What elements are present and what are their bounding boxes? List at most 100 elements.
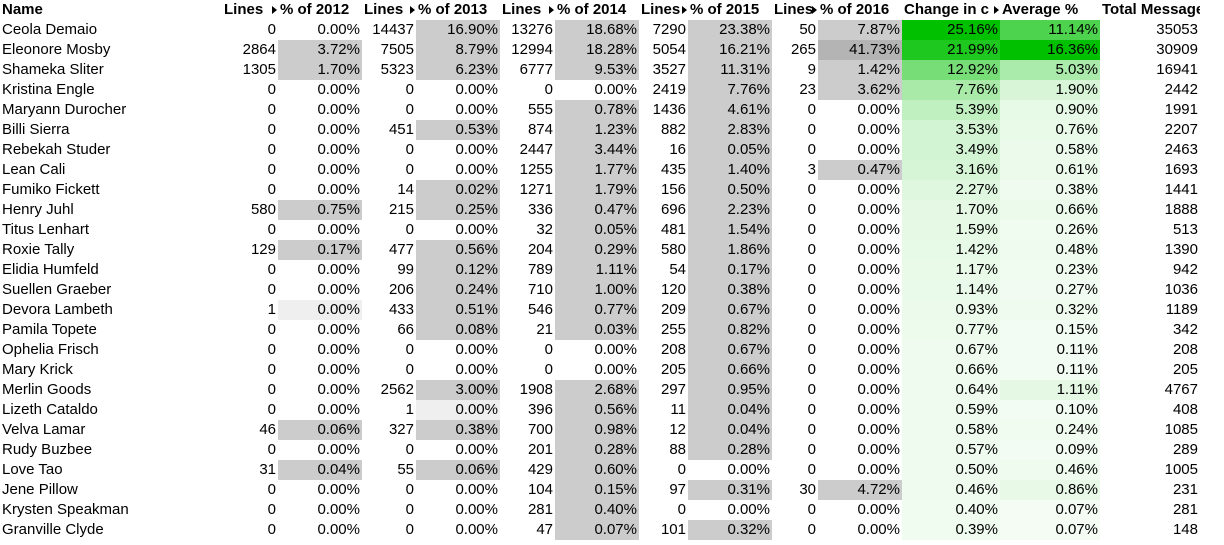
- value-cell: 327: [388, 421, 414, 438]
- value-cell: 97: [669, 481, 686, 498]
- value-cell: 1436: [652, 101, 686, 118]
- value-cell: 1036: [1164, 281, 1198, 298]
- value-cell: 0.00%: [857, 461, 900, 478]
- name-cell: Lean Cali: [2, 161, 66, 178]
- value-cell: 0: [267, 181, 276, 198]
- value-cell: 1693: [1164, 161, 1198, 178]
- value-cell: 0: [677, 461, 686, 478]
- value-cell: 0.50%: [902, 460, 1000, 480]
- value-cell: 1.86%: [688, 240, 772, 260]
- value-cell: 0.00%: [727, 501, 770, 518]
- name-cell: Velva Lamar: [2, 421, 86, 438]
- value-cell: 1.54%: [688, 220, 772, 240]
- value-cell: 0.00%: [317, 81, 360, 98]
- name-cell: Merlin Goods: [2, 381, 92, 398]
- value-cell: 0.00%: [857, 201, 900, 218]
- value-cell: 104: [527, 481, 553, 498]
- value-cell: 0.61%: [1000, 160, 1100, 180]
- value-cell: 0.00%: [455, 221, 498, 238]
- value-cell: 1.00%: [555, 280, 639, 300]
- value-cell: 255: [660, 321, 686, 338]
- value-cell: 0: [267, 21, 276, 38]
- value-cell: 0.93%: [902, 300, 1000, 320]
- value-cell: 1085: [1164, 421, 1198, 438]
- value-cell: 0.60%: [555, 460, 639, 480]
- value-cell: 0.77%: [555, 300, 639, 320]
- value-cell: 1.11%: [1000, 380, 1100, 400]
- value-cell: 0.00%: [317, 281, 360, 298]
- value-cell: 0: [267, 481, 276, 498]
- value-cell: 435: [660, 161, 686, 178]
- value-cell: 0.00%: [857, 421, 900, 438]
- value-cell: 0: [267, 361, 276, 378]
- value-cell: 5323: [380, 61, 414, 78]
- value-cell: 18.68%: [555, 20, 639, 40]
- table-row: Maryann Durocher 0 0.00% 0 0.00% 555 0.78% 1436…: [0, 100, 1200, 120]
- value-cell: 451: [388, 121, 414, 138]
- value-cell: 0.04%: [688, 420, 772, 440]
- name-cell: Billi Sierra: [2, 121, 70, 138]
- value-cell: 0.31%: [688, 480, 772, 500]
- value-cell: 0.25%: [416, 200, 500, 220]
- value-cell: 120: [660, 281, 686, 298]
- name-cell: Shameka Sliter: [2, 61, 104, 78]
- value-cell: 5.39%: [902, 100, 1000, 120]
- value-cell: 0.24%: [416, 280, 500, 300]
- value-cell: 14: [397, 181, 414, 198]
- value-cell: 1.42%: [902, 240, 1000, 260]
- value-cell: 0.29%: [555, 240, 639, 260]
- value-cell: 1271: [519, 181, 553, 198]
- value-cell: 0.09%: [1000, 440, 1100, 460]
- value-cell: 0: [807, 381, 816, 398]
- value-cell: 46: [259, 421, 276, 438]
- value-cell: 0.17%: [688, 260, 772, 280]
- value-cell: 0: [807, 101, 816, 118]
- value-cell: 0: [405, 141, 414, 158]
- value-cell: 0.00%: [317, 361, 360, 378]
- value-cell: 0.00%: [317, 501, 360, 518]
- value-cell: 0.00%: [317, 221, 360, 238]
- value-cell: 0.00%: [857, 101, 900, 118]
- value-cell: 0.58%: [1000, 140, 1100, 160]
- value-cell: 0.32%: [688, 520, 772, 540]
- value-cell: 2419: [652, 81, 686, 98]
- column-header: % of 2015: [690, 1, 760, 18]
- table-row: Rudy Buzbee 0 0.00% 0 0.00% 201 0.28% 88 0.28% 0 0…: [0, 440, 1200, 460]
- value-cell: 0.00%: [317, 161, 360, 178]
- value-cell: 0.00%: [857, 501, 900, 518]
- value-cell: 0.00%: [455, 481, 498, 498]
- value-cell: 0.90%: [1000, 100, 1100, 120]
- value-cell: 11.31%: [688, 60, 772, 80]
- value-cell: 0.00%: [317, 101, 360, 118]
- value-cell: 0: [807, 121, 816, 138]
- value-cell: 0.76%: [1000, 120, 1100, 140]
- value-cell: 205: [1172, 361, 1198, 378]
- value-cell: 2442: [1164, 81, 1198, 98]
- table-row: Granville Clyde 0 0.00% 0 0.00% 47 0.07% 101 0.3…: [0, 520, 1200, 540]
- value-cell: 0.56%: [416, 240, 500, 260]
- value-cell: 3.49%: [902, 140, 1000, 160]
- value-cell: 0.10%: [1000, 400, 1100, 420]
- value-cell: 0.02%: [416, 180, 500, 200]
- table-row: Titus Lenhart 0 0.00% 0 0.00% 32 0.05% 481 1.54%…: [0, 220, 1200, 240]
- value-cell: 0.98%: [555, 420, 639, 440]
- value-cell: 0: [267, 281, 276, 298]
- value-cell: 0.00%: [857, 281, 900, 298]
- value-cell: 0.00%: [416, 400, 500, 420]
- value-cell: 0.00%: [857, 521, 900, 538]
- value-cell: 0: [405, 341, 414, 358]
- table-row: Shameka Sliter 1305 1.70% 5323 6.23% 6777 9.53…: [0, 60, 1200, 80]
- value-cell: 1991: [1164, 101, 1198, 118]
- value-cell: 0: [267, 261, 276, 278]
- value-cell: 0: [544, 341, 553, 358]
- value-cell: 88: [669, 441, 686, 458]
- table-row: Devora Lambeth 1 0.00% 433 0.51% 546 0.77% 209 0…: [0, 300, 1200, 320]
- value-cell: 0.58%: [902, 420, 1000, 440]
- value-cell: 0.00%: [857, 381, 900, 398]
- value-cell: 1.23%: [555, 120, 639, 140]
- value-cell: 6.23%: [416, 60, 500, 80]
- value-cell: 0.00%: [317, 521, 360, 538]
- value-cell: 0.27%: [1000, 280, 1100, 300]
- table-row: Rebekah Studer 0 0.00% 0 0.00% 2447 3.44% 16 0.0…: [0, 140, 1200, 160]
- table-row: Fumiko Fickett 0 0.00% 14 0.02% 1271 1.79% 156 0…: [0, 180, 1200, 200]
